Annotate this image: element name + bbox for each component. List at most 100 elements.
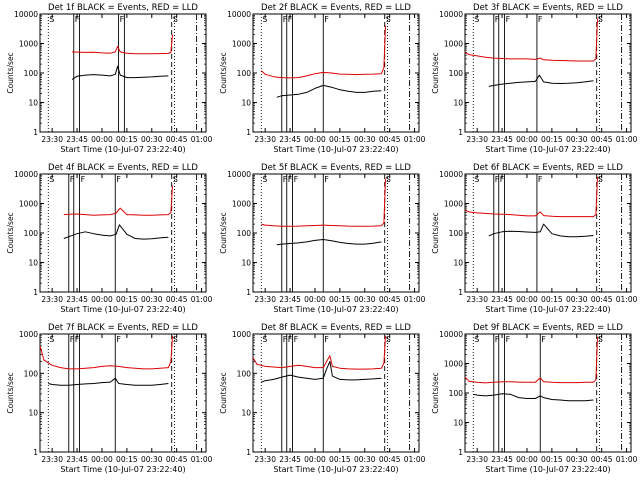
x-tick-label: 00:00 [91, 455, 113, 464]
event-marker-label: F [288, 175, 293, 184]
x-tick-label: 00:30 [354, 135, 376, 144]
x-tick-label: 01:00 [616, 455, 638, 464]
series-line-lld [464, 336, 598, 384]
event-marker-label: F [70, 175, 75, 184]
chart-panel: 1 10 100 1000 10000 23:30 23:45 00:00 00:15 00:30… [431, 323, 638, 474]
y-tick-label: 10000 [14, 10, 38, 19]
event-marker-label: S [49, 15, 54, 24]
chart-title: Det 7f BLACK = Events, RED = LLD [48, 323, 198, 333]
plot-frame [39, 333, 207, 453]
x-axis-label: Start Time (10-Jul-07 23:22:40) [60, 465, 185, 474]
y-tick-label: 10000 [439, 10, 463, 19]
y-tick-label: 100 [449, 389, 464, 398]
x-tick-label: 00:15 [116, 135, 138, 144]
y-tick-label: 10000 [439, 170, 463, 179]
x-tick-label: 00:15 [329, 135, 351, 144]
y-axis-label: Counts/sec [6, 212, 15, 253]
plot-frame [464, 333, 632, 453]
y-tick-label: 10 [453, 99, 463, 108]
y-tick-label: 1000 [232, 330, 251, 339]
event-marker-label: F [506, 15, 511, 24]
series-line-events [276, 239, 382, 246]
y-axis-label: Counts/sec [6, 372, 15, 413]
series-line-events [261, 361, 382, 383]
x-tick-label: 23:45 [491, 135, 513, 144]
x-tick-label: 00:15 [541, 455, 563, 464]
x-tick-label: 00:45 [166, 135, 188, 144]
x-tick-label: 23:30 [466, 295, 488, 304]
chart-title: Det 2f BLACK = Events, RED = LLD [261, 3, 411, 13]
x-tick-label: 23:45 [279, 135, 301, 144]
x-tick-label: 00:45 [591, 295, 613, 304]
x-tick-label: 23:30 [41, 135, 63, 144]
event-marker-label: S [386, 335, 391, 344]
x-tick-label: 00:30 [141, 135, 163, 144]
y-tick-label: 1000 [19, 40, 38, 49]
x-tick-label: 23:45 [491, 295, 513, 304]
x-tick-label: 01:00 [191, 455, 213, 464]
event-marker-label: F [294, 335, 299, 344]
x-tick-label: 23:30 [254, 455, 276, 464]
x-tick-label: 23:45 [491, 455, 513, 464]
x-axis-label: Start Time (10-Jul-07 23:22:40) [273, 465, 398, 474]
event-marker-label: S [598, 175, 603, 184]
x-tick-label: 00:30 [141, 295, 163, 304]
event-marker-label: F [495, 335, 500, 344]
x-tick-label: 00:00 [91, 135, 113, 144]
y-tick-label: 10000 [439, 330, 463, 339]
x-axis-label: Start Time (10-Jul-07 23:22:40) [273, 305, 398, 314]
y-tick-label: 1 [246, 128, 251, 137]
event-marker-label: F [120, 15, 125, 24]
series-line-lld [464, 176, 598, 218]
y-tick-label: 10 [453, 419, 463, 428]
event-marker-label: S [474, 175, 479, 184]
x-axis-label: Start Time (10-Jul-07 23:22:40) [60, 305, 185, 314]
event-marker-label: F [541, 335, 546, 344]
series-line-events [488, 74, 594, 87]
y-tick-label: 10 [28, 99, 38, 108]
x-tick-label: 00:00 [304, 135, 326, 144]
x-tick-label: 00:30 [354, 295, 376, 304]
event-marker-label: S [49, 335, 54, 344]
x-axis-label: Start Time (10-Jul-07 23:22:40) [273, 145, 398, 154]
x-tick-label: 00:15 [329, 455, 351, 464]
chart-title: Det 9f BLACK = Events, RED = LLD [473, 323, 623, 333]
y-tick-label: 10000 [227, 170, 251, 179]
event-marker-label: S [598, 335, 603, 344]
y-tick-label: 100 [449, 229, 464, 238]
event-marker-label: S [173, 175, 178, 184]
x-tick-label: 23:30 [466, 135, 488, 144]
series-line-events [48, 377, 169, 386]
event-marker-label: F [538, 15, 543, 24]
chart-panel: 1 10 100 1000 10000 23:30 23:45 00:00 00:15 00:30… [219, 3, 426, 154]
x-tick-label: 23:30 [41, 295, 63, 304]
event-marker-label: S [49, 175, 54, 184]
series-line-lld [252, 335, 386, 370]
x-tick-label: 00:15 [116, 455, 138, 464]
event-marker-label: S [598, 15, 603, 24]
y-tick-label: 100 [24, 229, 39, 238]
y-tick-label: 1 [246, 448, 251, 457]
chart-title: Det 8f BLACK = Events, RED = LLD [261, 323, 411, 333]
x-tick-label: 00:00 [91, 295, 113, 304]
y-tick-label: 1000 [19, 330, 38, 339]
y-tick-label: 1 [33, 448, 38, 457]
event-marker-label: F [75, 15, 80, 24]
y-axis-label: Counts/sec [219, 52, 228, 93]
event-marker-label: S [474, 335, 479, 344]
y-tick-label: 1 [246, 288, 251, 297]
x-tick-label: 23:45 [66, 455, 88, 464]
y-tick-label: 10000 [14, 170, 38, 179]
y-tick-label: 1 [33, 288, 38, 297]
event-marker-label: F [116, 335, 121, 344]
series-line-events [63, 224, 169, 240]
y-tick-label: 1000 [19, 200, 38, 209]
y-tick-label: 1000 [444, 360, 463, 369]
x-tick-label: 00:30 [566, 135, 588, 144]
plot-frame [464, 173, 632, 293]
event-marker-label: F [506, 335, 511, 344]
x-tick-label: 00:45 [379, 135, 401, 144]
y-tick-label: 100 [237, 229, 252, 238]
event-marker-label: F [283, 335, 288, 344]
chart-panel: 1 10 100 1000 23:30 23:45 00:00 00:15 00:30 00:45… [219, 323, 426, 474]
